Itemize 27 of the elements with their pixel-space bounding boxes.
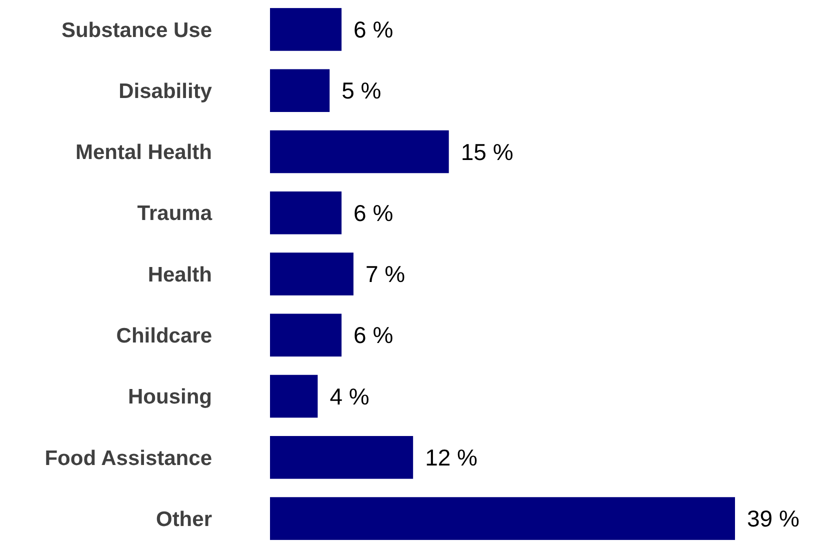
data-label: 39 %	[747, 506, 800, 532]
data-label: 12 %	[425, 444, 478, 470]
bar	[270, 436, 414, 479]
data-label: 15 %	[460, 138, 514, 165]
y-tick-label: Health	[148, 263, 212, 286]
data-label: 6 %	[354, 16, 394, 43]
data-label: 5 %	[342, 78, 382, 104]
y-tick-label: Mental Health	[75, 141, 212, 164]
bar	[270, 8, 342, 51]
bar	[270, 314, 342, 357]
y-tick-label: Other	[156, 508, 212, 531]
bar	[270, 69, 330, 112]
data-label: 4 %	[330, 383, 370, 410]
y-tick-label: Childcare	[116, 324, 212, 348]
bar	[270, 130, 449, 174]
data-label: 6 %	[354, 322, 394, 348]
y-tick-label: Trauma	[137, 202, 212, 226]
data-label: 7 %	[365, 261, 406, 288]
bar	[270, 497, 735, 540]
y-tick-label: Food Assistance	[44, 446, 212, 470]
y-tick-label: Disability	[118, 80, 212, 103]
y-tick-label: Housing	[128, 386, 212, 409]
bar	[270, 374, 318, 418]
data-label: 6 %	[354, 200, 394, 226]
bar	[270, 252, 354, 296]
bar	[270, 191, 342, 234]
y-tick-label: Substance Use	[61, 18, 212, 42]
